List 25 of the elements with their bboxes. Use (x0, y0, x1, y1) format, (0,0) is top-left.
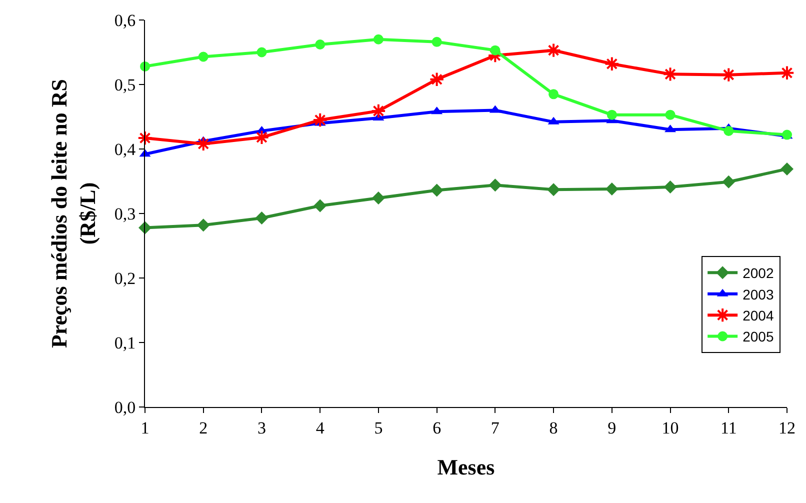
y-tick-label: 0,6 (114, 10, 136, 30)
legend-label: 2002 (742, 265, 774, 282)
y-tick-label: 0,0 (114, 398, 136, 417)
legend-label: 2005 (742, 328, 774, 345)
y-tick-label: 0,5 (114, 75, 136, 94)
x-tick-label: 6 (432, 418, 442, 438)
y-tick-label: 0,1 (114, 333, 136, 352)
x-tick-label: 10 (662, 418, 679, 438)
x-tick-label: 2 (199, 418, 208, 438)
x-tick-label: 9 (608, 418, 616, 438)
x-tick-label: 1 (140, 418, 150, 438)
x-tick-label: 12 (778, 418, 796, 438)
y-axis-title: Preços médios do leite no RS (R$/L) (46, 78, 100, 348)
legend-label: 2003 (742, 286, 774, 302)
legend-label: 2004 (742, 308, 774, 324)
y-tick-label: 0,4 (114, 140, 136, 159)
x-tick-label: 4 (316, 418, 325, 438)
x-tick-label: 3 (257, 418, 266, 438)
x-tick-label: 11 (720, 418, 737, 438)
x-tick-label: 5 (374, 418, 383, 438)
x-axis-title: Meses (437, 454, 496, 480)
x-tick-label: 8 (549, 418, 558, 438)
x-tick-label: 7 (490, 418, 500, 438)
y-tick-label: 0,3 (114, 204, 136, 224)
y-tick-label: 0,2 (114, 268, 136, 288)
